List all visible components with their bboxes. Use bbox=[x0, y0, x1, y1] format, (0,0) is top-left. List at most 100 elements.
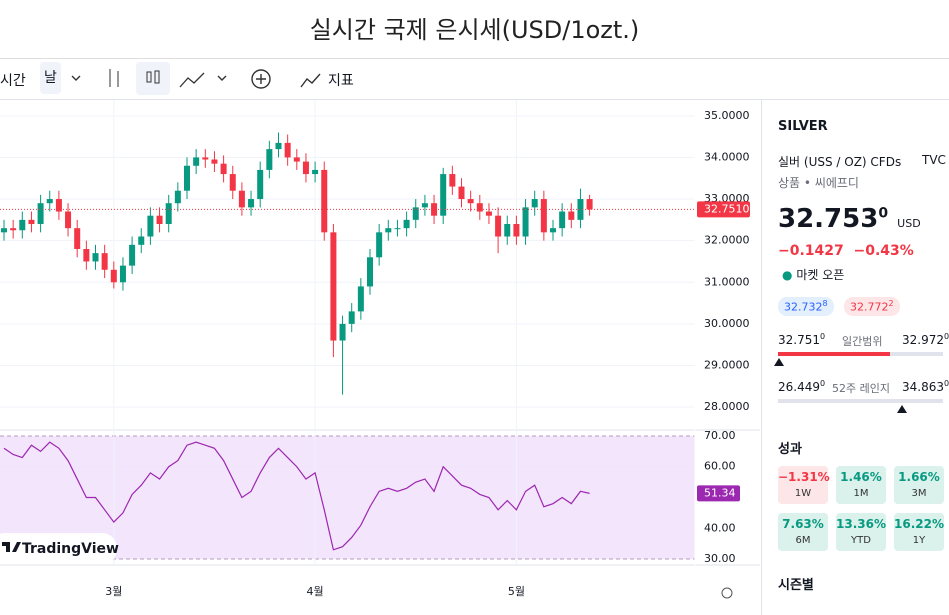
candle-body bbox=[394, 228, 401, 230]
indicators[interactable]: 지표 bbox=[328, 73, 354, 89]
candle-body bbox=[147, 215, 154, 237]
wk-low: 26.449 bbox=[778, 380, 820, 394]
settings-icon bbox=[721, 587, 733, 599]
day-high: 32.9720 bbox=[902, 332, 949, 347]
candle-body bbox=[367, 257, 373, 287]
kind: 상품 bbox=[778, 176, 801, 190]
perf-value: −1.31% bbox=[778, 470, 830, 484]
page-title: 실시간 국제 은시세(USD/1ozt.) bbox=[0, 0, 949, 59]
candle-body bbox=[229, 174, 236, 191]
perf-card[interactable]: −1.31% 1W bbox=[778, 466, 830, 504]
candle-body bbox=[376, 232, 383, 258]
y-tick-label: 34.0000 bbox=[704, 150, 750, 163]
candle-body bbox=[568, 211, 575, 220]
status: 마켓 오픈 bbox=[796, 268, 845, 282]
candle-body bbox=[129, 244, 136, 266]
y2-tick-label: 30.00 bbox=[704, 552, 736, 565]
x-tick-label: 4월 bbox=[307, 585, 324, 598]
candle-body bbox=[412, 207, 419, 220]
y-tick-label: 35.0000 bbox=[704, 109, 750, 122]
exchange: TVC bbox=[922, 153, 946, 167]
symbol-panel: SILVER 실버 (USS / OZ) CFDs TVC 상품 • 씨에프디 … bbox=[761, 100, 949, 615]
perf-value: 13.36% bbox=[836, 517, 886, 531]
candle-body bbox=[266, 149, 273, 170]
perf-period: YTD bbox=[851, 535, 871, 546]
candle-body bbox=[65, 211, 72, 229]
candle-body bbox=[330, 232, 337, 341]
candle-body bbox=[559, 211, 566, 229]
candle-body bbox=[10, 228, 17, 231]
last-price-label: 32.7510 bbox=[704, 202, 750, 215]
perf-card[interactable]: 1.66% 3M bbox=[894, 466, 944, 504]
price-sup: 0 bbox=[878, 205, 889, 222]
candle-body bbox=[238, 190, 245, 208]
candle-body bbox=[19, 219, 26, 231]
perf-card[interactable]: 16.22% 1Y bbox=[894, 513, 944, 551]
perf-period: 3M bbox=[911, 488, 927, 499]
y2-tick-label: 60.00 bbox=[704, 460, 736, 473]
symbol-name: 실버 (USS / OZ) CFDs bbox=[778, 155, 902, 169]
candle-body bbox=[28, 219, 35, 225]
day-low-sup: 0 bbox=[820, 332, 826, 341]
perf-value: 7.63% bbox=[782, 517, 824, 531]
wk-low-sup: 0 bbox=[820, 379, 826, 388]
day-range-bar bbox=[778, 352, 943, 356]
price: 32.7530 USD bbox=[778, 204, 921, 234]
day-high: 32.972 bbox=[902, 333, 944, 347]
candle-body bbox=[321, 169, 328, 233]
y-tick-label: 30.0000 bbox=[704, 317, 750, 330]
candle-body bbox=[312, 169, 319, 175]
candle-body bbox=[476, 203, 483, 212]
candle-body bbox=[55, 199, 62, 212]
perf-card[interactable]: 7.63% 6M bbox=[778, 513, 828, 551]
kind: 상품 • 씨에프디 bbox=[778, 176, 859, 190]
candle-body bbox=[540, 199, 547, 233]
candle-body bbox=[74, 228, 81, 249]
x-tick-label: 5월 bbox=[508, 585, 525, 598]
candle-body bbox=[110, 269, 117, 283]
candle-body bbox=[550, 228, 556, 233]
rsi-box bbox=[697, 485, 740, 502]
toolbar: 시간 날 지표 bbox=[0, 59, 949, 100]
candle-body bbox=[577, 199, 584, 220]
change: −0.1427 bbox=[778, 243, 844, 259]
candle-body bbox=[403, 219, 410, 229]
candle-body bbox=[202, 157, 209, 160]
perf-period: 6M bbox=[795, 535, 811, 546]
candle-body bbox=[37, 203, 44, 225]
perf-card[interactable]: 1.46% 1M bbox=[836, 466, 886, 504]
candle-body bbox=[458, 186, 465, 200]
candle-body bbox=[184, 165, 190, 191]
day-label: 일간범위 bbox=[842, 335, 883, 348]
candle-body bbox=[1, 228, 7, 233]
candle-body bbox=[513, 224, 520, 237]
perf-period: 1M bbox=[853, 488, 869, 499]
symbol: SILVER bbox=[778, 119, 828, 134]
candle-body bbox=[193, 157, 200, 166]
candle-body bbox=[385, 228, 392, 233]
chart: 35.000034.000033.000032.000031.000030.00… bbox=[0, 100, 760, 615]
candle-body bbox=[46, 199, 53, 204]
y2-tick-label: 40.00 bbox=[704, 521, 736, 534]
wk-high: 34.8630 bbox=[902, 379, 949, 394]
wk-label: 52주 레인지 bbox=[832, 382, 890, 395]
y2-tick-label: 70.00 bbox=[704, 429, 736, 442]
candle-body bbox=[440, 174, 447, 216]
rsi-line bbox=[3, 441, 590, 551]
day-low: 32.7510 bbox=[778, 332, 825, 347]
currency: USD bbox=[897, 217, 921, 230]
interval[interactable]: 시간 bbox=[0, 73, 26, 89]
bid: 32.732 bbox=[784, 300, 823, 314]
perf-card[interactable]: 13.36% YTD bbox=[836, 513, 886, 551]
ask: 32.772 bbox=[850, 300, 889, 314]
candle-body bbox=[275, 142, 282, 150]
wk-high: 34.863 bbox=[902, 380, 944, 394]
candle-body bbox=[449, 174, 456, 187]
candle-body bbox=[92, 253, 99, 262]
day-button[interactable]: 날 bbox=[40, 62, 61, 94]
status: ● 마켓 오픈 bbox=[782, 268, 845, 282]
candle-body bbox=[504, 224, 511, 237]
change: −0.1427 −0.43% bbox=[778, 243, 914, 259]
candle-body bbox=[174, 190, 181, 204]
price: 32.753 bbox=[778, 204, 879, 234]
